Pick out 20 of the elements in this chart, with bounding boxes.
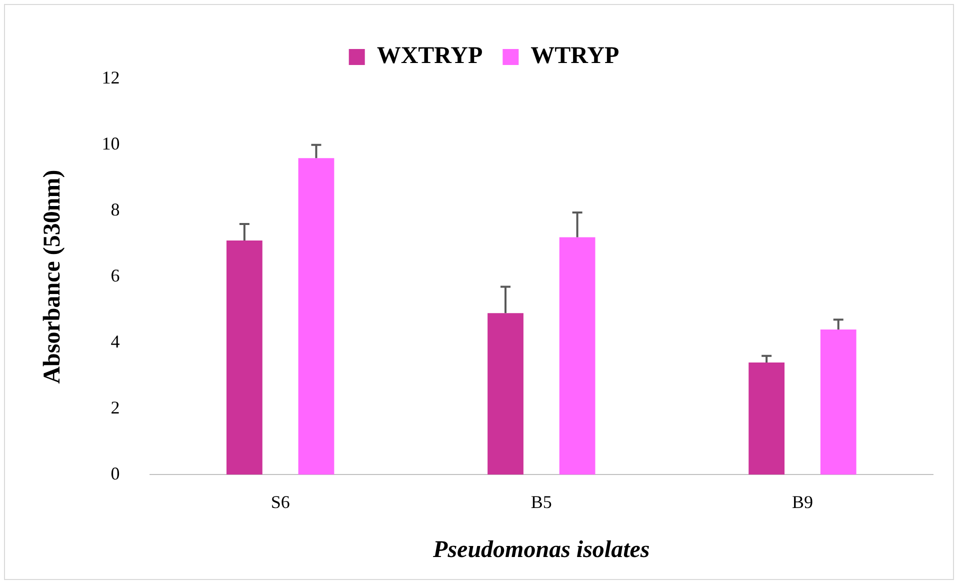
bar xyxy=(226,240,262,475)
legend-label: WTRYP xyxy=(530,43,620,70)
bar xyxy=(298,158,334,475)
bar xyxy=(488,313,524,475)
y-tick-label: 6 xyxy=(110,266,120,286)
x-tick-label: S6 xyxy=(270,492,290,512)
bar xyxy=(820,330,856,475)
y-tick-label: 8 xyxy=(110,200,120,220)
y-tick-label: 4 xyxy=(110,331,120,352)
bar xyxy=(748,362,785,475)
y-axis-title: Absorbance (530nm) xyxy=(40,170,66,384)
y-tick-label: 12 xyxy=(102,68,120,88)
y-tick-label: 0 xyxy=(110,463,120,484)
y-tick-label: 10 xyxy=(102,134,120,154)
bar xyxy=(559,237,596,475)
x-tick-label: B9 xyxy=(792,492,813,512)
x-axis-title: Pseudomonas isolates xyxy=(432,536,650,563)
x-tick-label: B5 xyxy=(530,492,552,512)
legend-label: WXTRYP xyxy=(376,43,483,70)
y-tick-label: 2 xyxy=(110,397,120,418)
